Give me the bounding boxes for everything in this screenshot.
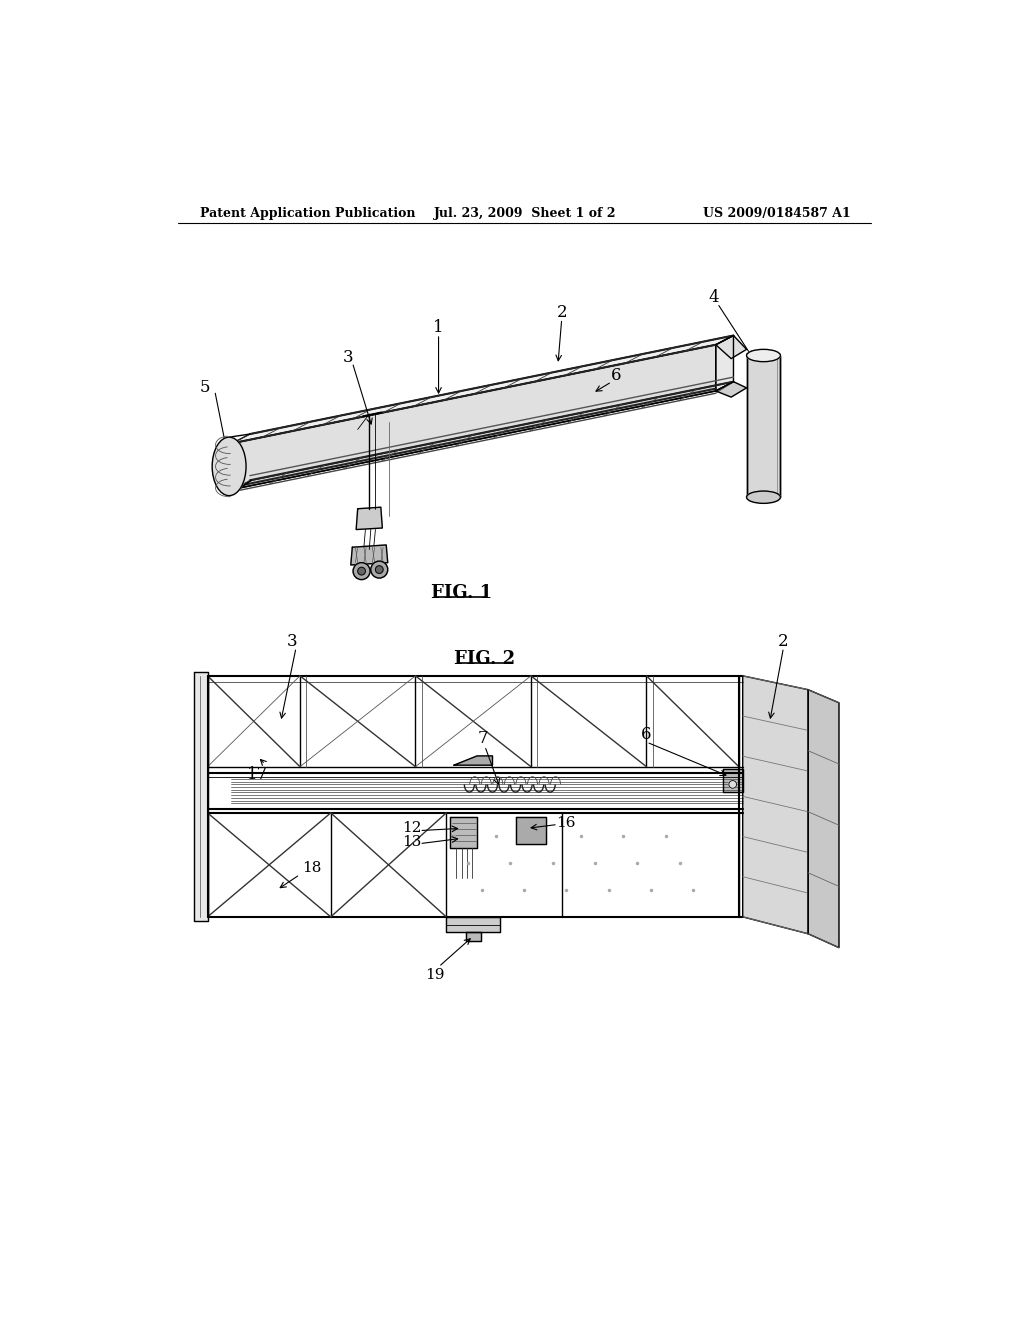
Circle shape: [371, 561, 388, 578]
Text: US 2009/0184587 A1: US 2009/0184587 A1: [702, 207, 851, 220]
Polygon shape: [808, 689, 839, 948]
Text: 3: 3: [287, 632, 298, 649]
Text: 3: 3: [343, 348, 353, 366]
Polygon shape: [232, 381, 733, 490]
Polygon shape: [446, 917, 500, 932]
Polygon shape: [232, 335, 733, 444]
Polygon shape: [746, 355, 780, 498]
Text: 19: 19: [425, 968, 444, 982]
Text: 6: 6: [641, 726, 651, 743]
Ellipse shape: [746, 491, 780, 503]
Polygon shape: [351, 545, 388, 565]
Text: 1: 1: [433, 319, 443, 337]
Text: 6: 6: [610, 367, 621, 384]
Polygon shape: [742, 676, 808, 933]
Text: 13: 13: [402, 836, 421, 849]
Polygon shape: [724, 770, 742, 792]
Text: 12: 12: [401, 821, 421, 836]
Circle shape: [353, 562, 370, 579]
Text: 18: 18: [302, 862, 322, 875]
Polygon shape: [716, 335, 746, 359]
Polygon shape: [716, 335, 733, 391]
Circle shape: [729, 780, 736, 788]
Polygon shape: [454, 756, 493, 766]
Ellipse shape: [212, 437, 246, 496]
Text: 17: 17: [247, 766, 268, 783]
Text: 2: 2: [556, 304, 567, 321]
Polygon shape: [356, 507, 382, 529]
Polygon shape: [716, 381, 746, 397]
Circle shape: [357, 568, 366, 576]
Text: 4: 4: [709, 289, 720, 305]
Text: Jul. 23, 2009  Sheet 1 of 2: Jul. 23, 2009 Sheet 1 of 2: [433, 207, 616, 220]
Text: 7: 7: [478, 730, 488, 747]
Text: 5: 5: [200, 379, 210, 396]
Polygon shape: [515, 817, 547, 843]
Polygon shape: [232, 345, 716, 490]
Circle shape: [376, 566, 383, 573]
Text: FIG. 2: FIG. 2: [455, 649, 515, 668]
Polygon shape: [194, 672, 208, 921]
Text: 2: 2: [778, 632, 788, 649]
Polygon shape: [466, 932, 481, 941]
Text: FIG. 1: FIG. 1: [431, 585, 493, 602]
Text: 16: 16: [556, 816, 575, 830]
Ellipse shape: [746, 350, 780, 362]
Text: Patent Application Publication: Patent Application Publication: [200, 207, 416, 220]
Polygon shape: [451, 817, 477, 847]
